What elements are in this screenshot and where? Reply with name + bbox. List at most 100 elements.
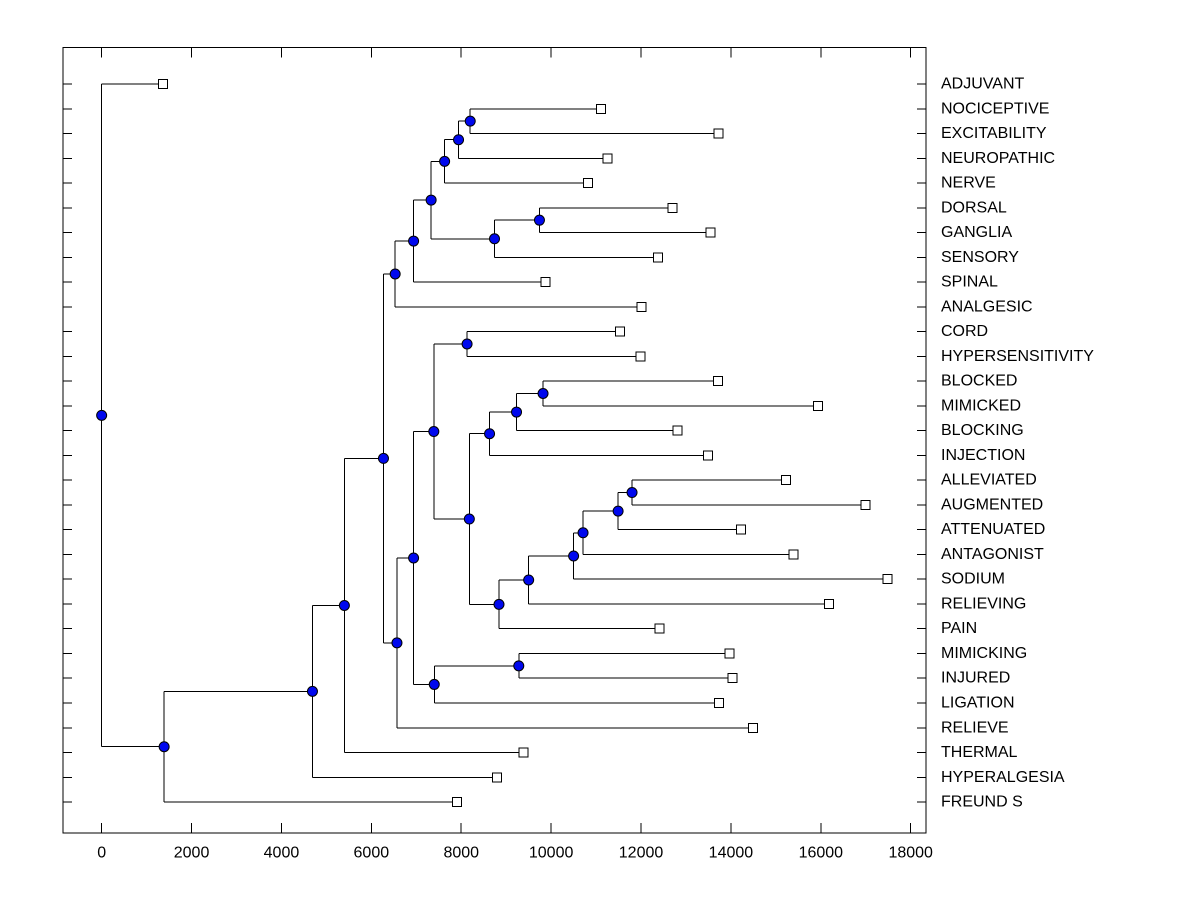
x-tick-label: 2000 [174,845,210,862]
internal-node-marker [461,338,473,350]
x-tick-label: 4000 [264,845,300,862]
leaf-marker [882,574,893,585]
leaf-label-pain: PAIN [941,620,977,637]
leaf-marker [735,524,746,535]
leaf-label-mimicked: MIMICKED [941,397,1021,414]
x-tick-label: 10000 [529,845,574,862]
leaf-marker [714,698,725,708]
leaf-label-blocking: BLOCKING [941,422,1024,439]
leaf-marker [713,128,724,139]
x-tick-label: 6000 [354,845,390,862]
leaf-marker [518,747,529,758]
leaf-marker [635,351,646,362]
internal-node-marker [568,550,580,562]
leaf-marker [860,499,871,510]
x-tick-label: 12000 [619,845,664,862]
internal-node-marker [377,452,389,464]
leaf-label-neuropathic: NEUROPATHIC [941,150,1055,167]
leaf-label-relieve: RELIEVE [941,719,1009,736]
x-tick-labels: 0 2000 4000 6000 8000 10000 12000 14000 16000 180… [97,845,933,862]
internal-node-marker [158,741,170,753]
internal-node-marker [489,233,500,245]
leaf-label-relieving: RELIEVING [941,595,1026,612]
leaf-marker [602,153,613,164]
leaf-label-injured: INJURED [941,670,1010,687]
x-tick-label: 16000 [799,845,844,862]
leaf-marker [747,722,758,733]
internal-node-marker [338,599,350,611]
internal-node-marker [428,678,440,690]
leaf-label-excitability: EXCITABILITY [941,125,1047,142]
leaf-marker [712,376,723,387]
leaf-marker [724,648,735,659]
leaf-label-augmented: AUGMENTED [941,496,1043,513]
axis-ticks [63,47,926,833]
internal-node-marker [439,155,451,167]
leaf-label-nerve: NERVE [941,175,996,192]
leaf-label-alleviated: ALLEVIATED [941,472,1037,489]
internal-node-marker [391,637,403,649]
leaf-marker [540,277,551,288]
internal-node-marker [537,388,549,399]
x-tick-label: 18000 [888,845,933,862]
leaf-label-spinal: SPINAL [941,274,998,291]
leaf-label-cord: CORD [941,323,988,340]
leaf-label-antagonist: ANTAGONIST [941,546,1044,563]
leaf-label-thermal: THERMAL [941,744,1018,761]
leaf-marker [452,797,463,808]
leaf-label-freund-s: FREUND S [941,794,1023,811]
leaf-marker [672,425,683,436]
leaf-marker [158,79,169,89]
internal-node-marker [493,598,505,610]
leaf-label-sensory: SENSORY [941,249,1019,266]
internal-node-marker [626,487,638,499]
plot-box [62,47,927,834]
leaf-marker [596,103,607,114]
leaf-marker [614,326,625,337]
leaf-label-ganglia: GANGLIA [941,224,1012,241]
internal-node-marker [428,426,440,438]
internal-node-marker [389,268,401,280]
leaf-labels: ADJUVANT NOCICEPTIVE EXCITABILITY NEUROPATH… [941,76,1094,811]
leaf-label-blocked: BLOCKED [941,373,1017,390]
leaf-label-hyperalgesia: HYPERALGESIA [941,769,1065,786]
leaf-marker [788,549,799,560]
leaf-label-analgesic: ANALGESIC [941,298,1033,315]
leaf-label-adjuvant: ADJUVANT [941,76,1024,93]
leaf-label-nociceptive: NOCICEPTIVE [941,100,1049,117]
leaf-marker [823,598,834,609]
internal-node-marker [306,685,318,697]
leaf-marker [727,673,738,684]
leaf-label-attenuated: ATTENUATED [941,521,1045,538]
internal-node-marker [577,527,589,539]
leaf-label-injection: INJECTION [941,447,1025,464]
leaf-marker [813,400,824,411]
internal-node-marker [408,552,420,564]
leaf-marker [703,450,714,461]
leaf-marker [667,202,678,213]
internal-node-marker [513,660,525,672]
leaf-label-ligation: LIGATION [941,695,1015,712]
internal-node-marker [453,134,465,146]
internal-node-marker [523,574,535,586]
leaf-marker [705,227,716,238]
x-tick-label: 8000 [443,845,479,862]
internal-node-marker [464,115,476,127]
leaf-label-hypersensitivity: HYPERSENSITIVITY [941,348,1094,365]
internal-node-marker [612,505,624,517]
leaf-marker [636,301,647,312]
leaf-label-mimicking: MIMICKING [941,645,1027,662]
internal-node-marker [533,214,545,226]
leaf-marker [653,252,664,263]
internal-node-marker [408,235,420,247]
x-tick-label: 0 [97,845,106,862]
internal-node-marker [511,406,523,418]
plot-border [62,47,927,834]
leaf-label-dorsal: DORSAL [941,199,1007,216]
leaf-marker [781,475,792,486]
internal-node-marker [96,409,108,421]
leaf-markers [158,79,893,808]
internal-node-marker [484,428,496,440]
